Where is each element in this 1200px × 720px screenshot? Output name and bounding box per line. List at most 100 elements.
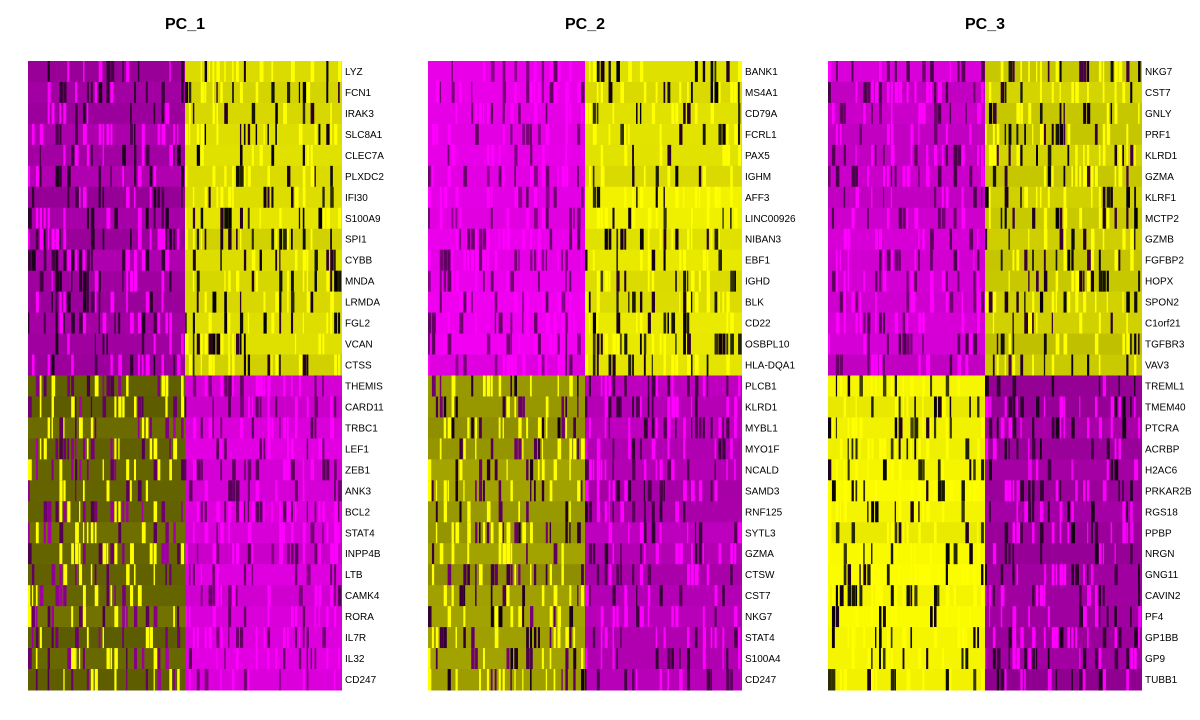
heatmap-cell xyxy=(973,564,976,586)
heatmap-cell xyxy=(886,207,890,230)
heatmap-cell xyxy=(165,543,169,565)
heatmap-cell xyxy=(1138,102,1140,125)
heatmap-cell xyxy=(675,543,679,565)
heatmap-cell xyxy=(1012,522,1015,544)
heatmap-cell xyxy=(596,102,599,125)
heatmap-cell xyxy=(216,564,219,586)
heatmap-cell xyxy=(533,312,538,335)
heatmap-cell xyxy=(39,144,41,167)
heatmap-cell xyxy=(1090,501,1095,523)
heatmap-cell xyxy=(82,648,85,670)
heatmap-cell xyxy=(933,396,937,418)
heatmap-cell xyxy=(585,501,589,523)
heatmap-cell xyxy=(63,585,67,607)
heatmap-cell xyxy=(1098,585,1101,607)
heatmap-cell xyxy=(102,543,107,565)
heatmap-cell xyxy=(133,144,137,167)
heatmap-cell xyxy=(667,648,671,670)
heatmap-cell xyxy=(687,375,690,397)
heatmap-cell xyxy=(110,543,115,565)
heatmap-cell xyxy=(196,669,200,691)
heatmap-cell xyxy=(1051,375,1055,397)
heatmap-cell xyxy=(906,270,909,293)
heatmap-cell xyxy=(1075,291,1079,314)
heatmap-cell xyxy=(110,123,113,146)
heatmap-cell xyxy=(428,312,432,335)
heatmap-cell xyxy=(502,543,507,565)
heatmap-cell xyxy=(330,543,335,565)
heatmap-cell xyxy=(518,102,521,125)
heatmap-cell xyxy=(647,375,650,397)
heatmap-cell xyxy=(533,207,538,230)
heatmap-cell xyxy=(988,207,991,230)
heatmap-cell xyxy=(1043,123,1046,146)
heatmap-cell xyxy=(867,354,870,376)
heatmap-cell xyxy=(647,312,651,335)
heatmap-cell xyxy=(600,375,603,397)
heatmap-cell xyxy=(110,501,115,523)
heatmap-cell xyxy=(232,186,234,209)
heatmap-cell xyxy=(1106,123,1111,146)
heatmap-cell xyxy=(718,81,721,104)
heatmap-cell xyxy=(981,165,985,188)
heatmap-cell xyxy=(914,501,918,523)
heatmap-cell xyxy=(1043,270,1048,293)
heatmap-cell xyxy=(588,459,593,481)
heatmap-cell xyxy=(212,333,216,356)
heatmap-cell xyxy=(945,291,949,314)
gene-label: CLEC7A xyxy=(345,151,384,162)
heatmap-cell xyxy=(714,480,718,502)
heatmap-cell xyxy=(118,396,122,418)
heatmap-cell xyxy=(871,102,874,125)
heatmap-cell xyxy=(612,333,616,356)
heatmap-cell xyxy=(1051,417,1055,439)
heatmap-cell xyxy=(643,165,646,188)
heatmap-cell xyxy=(59,438,63,460)
heatmap-cell xyxy=(694,186,698,209)
heatmap-cell xyxy=(710,61,714,83)
heatmap-cell xyxy=(133,81,137,104)
heatmap-cell xyxy=(569,375,573,397)
heatmap-cell xyxy=(443,333,446,356)
heatmap-cell xyxy=(518,417,522,439)
heatmap-cell xyxy=(690,81,693,104)
heatmap-cell xyxy=(612,543,615,565)
heatmap-cell xyxy=(663,417,667,439)
heatmap-cell xyxy=(185,228,188,251)
heatmap-cell xyxy=(639,438,642,460)
heatmap-cell xyxy=(239,81,243,104)
heatmap-cell xyxy=(1063,102,1065,125)
heatmap-cell xyxy=(1083,480,1086,502)
heatmap-row-band xyxy=(28,438,185,460)
heatmap-cell xyxy=(490,375,493,397)
heatmap-cell xyxy=(47,102,50,125)
heatmap-cell xyxy=(94,522,97,544)
heatmap-cell xyxy=(1083,228,1087,251)
heatmap-cell xyxy=(1039,438,1042,460)
heatmap-cell xyxy=(192,522,195,544)
heatmap-cell xyxy=(922,333,924,356)
heatmap-cell xyxy=(67,61,70,83)
heatmap-row-band xyxy=(185,165,342,188)
heatmap-cell xyxy=(651,501,655,523)
heatmap-cell xyxy=(639,396,642,418)
heatmap-cell xyxy=(39,123,44,146)
heatmap-cell xyxy=(1122,417,1127,439)
heatmap-cell xyxy=(1000,207,1003,230)
heatmap-cell xyxy=(608,123,611,146)
heatmap-cell xyxy=(510,123,513,146)
heatmap-cell xyxy=(236,228,238,251)
heatmap-cell xyxy=(1071,627,1074,649)
gene-label: FCRL1 xyxy=(745,130,777,141)
heatmap-cell xyxy=(910,123,914,146)
heatmap-cell xyxy=(549,333,553,356)
heatmap-cell xyxy=(1102,375,1106,397)
heatmap-cell xyxy=(886,333,889,356)
heatmap-cell xyxy=(945,669,949,691)
heatmap-cell xyxy=(890,144,895,167)
heatmap-cell xyxy=(169,459,172,481)
heatmap-panel-pc-2: PC_2BANK1MS4A1CD79AFCRL1PAX5IGHMAFF3LINC… xyxy=(428,16,796,691)
heatmap-cell xyxy=(835,270,838,293)
heatmap-cell xyxy=(28,480,30,502)
heatmap-cell xyxy=(267,606,270,628)
